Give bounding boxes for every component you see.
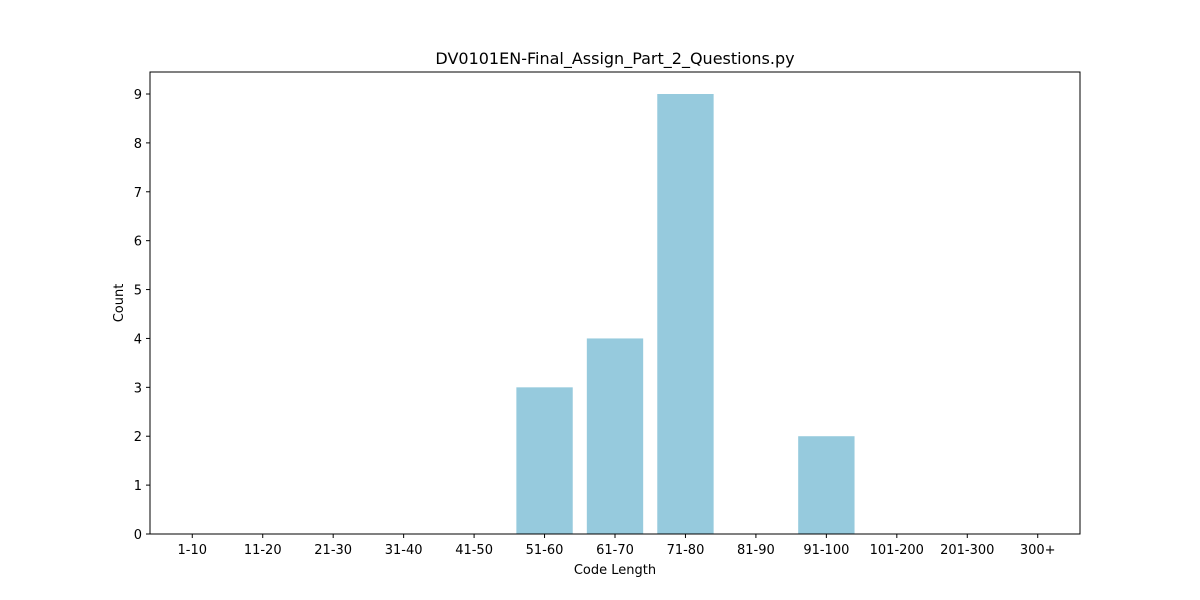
y-axis-label: Count <box>112 284 127 323</box>
x-tick-label: 300+ <box>1020 543 1056 558</box>
y-tick-label: 6 <box>134 235 142 250</box>
bars-group <box>516 94 855 534</box>
x-tick-label: 11-20 <box>244 543 282 558</box>
x-tick-label: 31-40 <box>385 543 423 558</box>
x-axis-label: Code Length <box>574 563 656 578</box>
x-tick-label: 41-50 <box>455 543 493 558</box>
x-tick-label: 101-200 <box>870 543 924 558</box>
y-tick-label: 5 <box>134 284 142 299</box>
y-tick-label: 2 <box>134 430 142 445</box>
x-tick-label: 21-30 <box>314 543 352 558</box>
bar-91-100 <box>798 436 855 534</box>
x-tick-label: 61-70 <box>596 543 634 558</box>
x-tick-label: 1-10 <box>178 543 208 558</box>
y-tick-label: 3 <box>134 381 142 396</box>
bar-51-60 <box>516 387 573 534</box>
x-tick-label: 201-300 <box>940 543 994 558</box>
y-tick-label: 9 <box>134 88 142 103</box>
chart-title: DV0101EN-Final_Assign_Part_2_Questions.p… <box>435 49 794 69</box>
x-tick-label: 71-80 <box>667 543 705 558</box>
y-tick-label: 7 <box>134 186 142 201</box>
x-axis: 1-10 11-20 21-30 31-40 41-50 51-60 61-70 71-80 8… <box>178 534 1056 558</box>
y-tick-label: 0 <box>134 528 142 543</box>
y-axis: 0 1 2 3 4 5 6 7 8 9 <box>134 88 150 543</box>
bar-61-70 <box>586 338 644 534</box>
y-tick-label: 1 <box>134 479 142 494</box>
x-tick-label: 81-90 <box>737 543 775 558</box>
bar-71-80 <box>657 94 714 534</box>
x-tick-label: 51-60 <box>526 543 564 558</box>
x-tick-label: 91-100 <box>803 543 849 558</box>
y-tick-label: 4 <box>134 332 142 347</box>
y-tick-label: 8 <box>134 137 142 152</box>
